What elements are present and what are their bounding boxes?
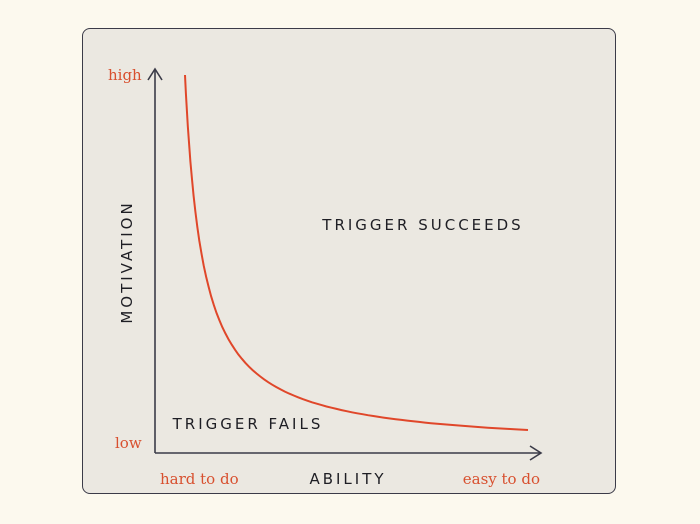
region-label-fails: TRIGGER FAILS xyxy=(172,415,324,433)
y-axis-arrow-icon xyxy=(147,67,163,81)
x-axis-high-label: easy to do xyxy=(463,470,540,488)
action-line-curve xyxy=(184,74,529,431)
y-axis-title: MOTIVATION xyxy=(118,200,136,323)
y-axis-low-label: low xyxy=(115,434,142,452)
x-axis-title: ABILITY xyxy=(309,470,386,488)
x-axis-low-label: hard to do xyxy=(160,470,239,488)
y-axis-high-label: high xyxy=(108,66,142,84)
x-axis-arrow-icon xyxy=(529,445,543,461)
diagram-panel xyxy=(82,28,616,494)
region-label-succeeds: TRIGGER SUCCEEDS xyxy=(321,216,523,234)
